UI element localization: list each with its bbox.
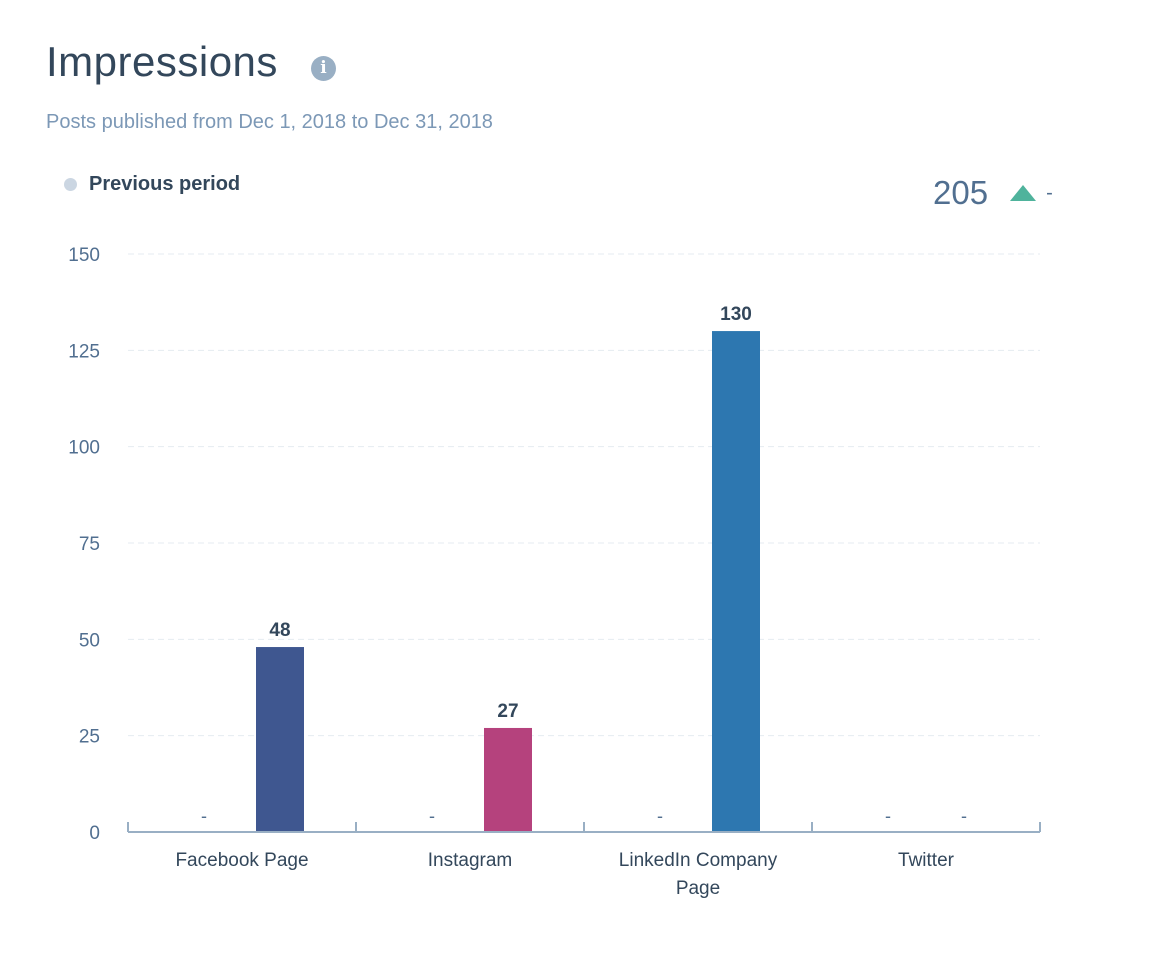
legend-previous-period[interactable]: Previous period — [64, 173, 240, 196]
change-value: - — [1046, 181, 1053, 204]
data-label: 27 — [497, 701, 518, 722]
x-tick-label: Instagram — [428, 850, 512, 871]
legend-dot — [64, 178, 77, 191]
legend-label: Previous period — [89, 173, 241, 195]
total-summary: 205 - — [933, 174, 1053, 212]
empty-value-label: - — [429, 806, 435, 826]
bar-instagram — [484, 727, 532, 831]
total-value: 205 — [933, 174, 989, 211]
x-tick-label: Twitter — [898, 850, 955, 871]
y-tick-label: 125 — [68, 341, 100, 362]
empty-value-label: - — [885, 806, 891, 826]
y-tick-label: 100 — [68, 438, 100, 459]
y-tick-label: 150 — [68, 245, 100, 266]
trend-up-icon — [1010, 185, 1037, 201]
empty-value-label: - — [961, 806, 967, 826]
date-range-subtitle: Posts published from Dec 1, 2018 to Dec … — [46, 111, 493, 133]
data-label: 130 — [720, 304, 752, 325]
bar-linkedin-company-page — [712, 331, 760, 831]
x-tick-label: Facebook Page — [175, 850, 308, 871]
info-icon[interactable]: i — [311, 56, 336, 81]
data-label: 48 — [269, 620, 290, 641]
y-tick-label: 50 — [79, 630, 100, 651]
y-tick-label: 25 — [79, 727, 100, 748]
x-tick-label: Page — [676, 878, 720, 899]
x-tick-label: LinkedIn Company — [619, 850, 778, 871]
y-tick-label: 0 — [89, 823, 100, 844]
empty-value-label: - — [201, 806, 207, 826]
bar-facebook-page — [256, 647, 304, 831]
y-tick-label: 75 — [79, 534, 100, 555]
empty-value-label: - — [657, 806, 663, 826]
chart-title: Impressions — [46, 38, 278, 85]
